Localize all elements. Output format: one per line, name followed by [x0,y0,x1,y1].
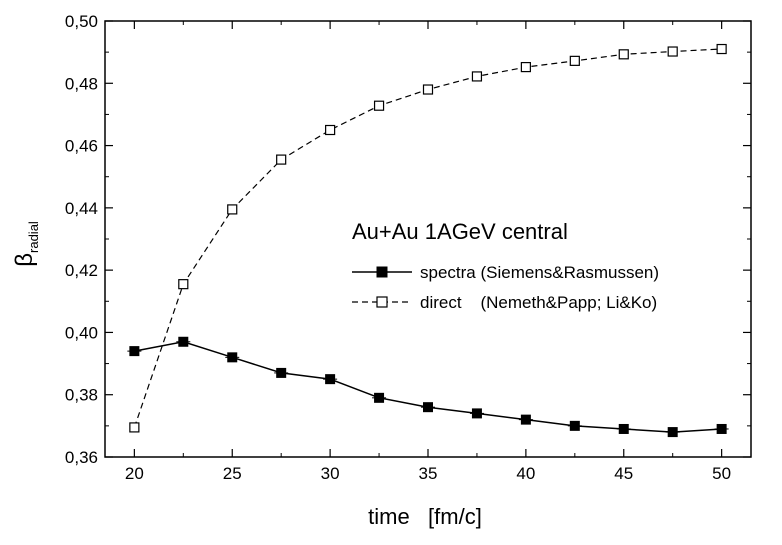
data-point-direct [129,422,140,433]
data-point-spectra [276,367,287,378]
data-point-direct [520,61,531,73]
data-point-direct [471,71,483,82]
y-tick-label: 0,46 [65,137,98,156]
y-tick-label: 0,48 [65,74,98,93]
x-axis-title: time [fm/c] [368,504,482,529]
x-tick-label: 20 [125,464,144,483]
data-point-direct [618,49,629,60]
data-point-direct [569,55,580,66]
y-tick-label: 0,38 [65,386,98,405]
data-point-spectra [471,408,482,419]
data-point-direct [667,46,678,57]
x-tick-label: 35 [419,464,438,483]
legend-label-direct: direct (Nemeth&Papp; Li&Ko) [420,293,657,312]
y-tick-label: 0,50 [65,12,98,31]
data-point-spectra [520,414,531,425]
data-point-direct [276,154,287,165]
data-point-spectra [423,402,433,413]
data-point-direct [227,204,238,215]
data-point-spectra [227,352,238,363]
legend-label-spectra: spectra (Siemens&Rasmussen) [420,263,659,282]
data-point-spectra [618,423,629,434]
y-tick-label: 0,42 [65,261,98,280]
legend-marker-spectra [376,266,388,278]
y-tick-label: 0,40 [65,323,98,342]
data-point-spectra [667,427,678,438]
legend-marker-direct [376,296,388,308]
y-tick-label: 0,36 [65,448,98,467]
y-axis-title-sub: radial [26,221,41,253]
annotation-label: Au+Au 1AGeV central [352,219,568,244]
series-layer [127,43,729,438]
svg-text:βradial: βradial [11,221,41,267]
x-tick-label: 45 [614,464,633,483]
x-tick-label: 40 [516,464,535,483]
data-point-spectra [325,374,336,385]
data-point-spectra [716,423,727,434]
y-tick-label: 0,44 [65,199,98,218]
data-point-direct [422,84,434,95]
data-point-spectra [129,346,140,357]
x-tick-label: 30 [321,464,340,483]
y-axis-title: βradial [11,221,41,267]
data-point-direct [178,279,189,290]
legend: spectra (Siemens&Rasmussen) direct (Neme… [352,263,659,312]
series-line-spectra [134,341,722,433]
data-point-spectra [569,420,580,431]
data-point-spectra [178,336,189,347]
x-tick-label: 50 [712,464,731,483]
x-tick-label: 25 [223,464,242,483]
data-point-direct [325,124,336,136]
axis-ticks: 20 25 30 35 40 45 50 0,36 0,38 0,40 0,42 0,44 0,46 0,… [65,12,751,483]
data-point-direct [373,100,385,111]
data-point-spectra [374,392,385,403]
y-axis-title-main: β [11,253,38,267]
data-point-direct [716,43,727,55]
